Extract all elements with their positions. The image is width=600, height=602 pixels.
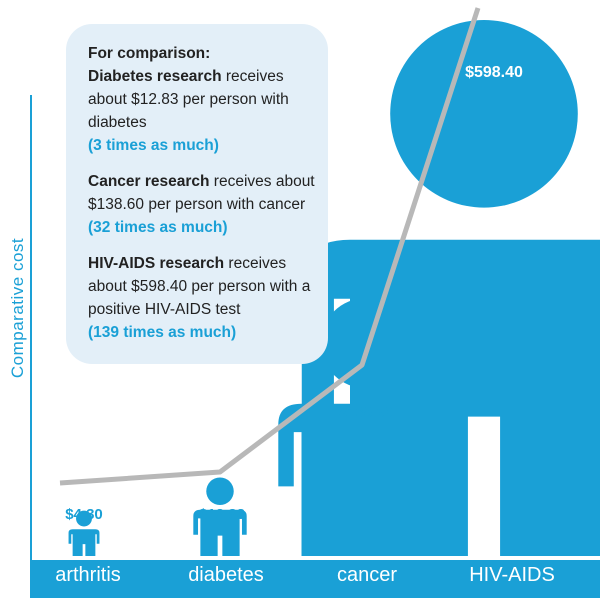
category-label: arthritis	[55, 564, 121, 586]
data-label: $598.40	[465, 64, 523, 81]
category-axis-band	[30, 560, 600, 598]
figure-arthritis	[68, 510, 100, 556]
category-label: cancer	[336, 564, 398, 586]
callout-item-bold: Cancer research	[88, 173, 210, 190]
callout-heading: For comparison:	[88, 45, 211, 62]
callout-item-ratio: (3 times as much)	[88, 137, 219, 154]
callout-item-text: receives about $138.60 per person with c…	[88, 173, 315, 213]
callout-item-bold: Diabetes research	[88, 68, 222, 85]
callout-item-ratio: (139 times as much)	[88, 324, 237, 341]
category-label: HIV-AIDS	[469, 564, 555, 586]
comparison-callout: For comparison: Diabetes research receiv…	[66, 24, 328, 364]
callout-item-text: receives about $598.40 per person with a…	[88, 255, 311, 318]
category-label: diabetes	[188, 564, 264, 586]
callout-item-text: receives about $12.83 per person with di…	[88, 68, 289, 131]
y-axis-label: Comparative cost	[8, 237, 27, 379]
trend-line	[59, 7, 481, 486]
data-label: $12.83	[199, 506, 245, 523]
callout-item-bold: HIV-AIDS research	[88, 255, 225, 272]
figure-diabetes	[193, 477, 247, 556]
callout-item-ratio: (32 times as much)	[88, 219, 228, 236]
data-label: $4.30	[65, 506, 103, 523]
data-label: $138.60	[338, 404, 394, 421]
